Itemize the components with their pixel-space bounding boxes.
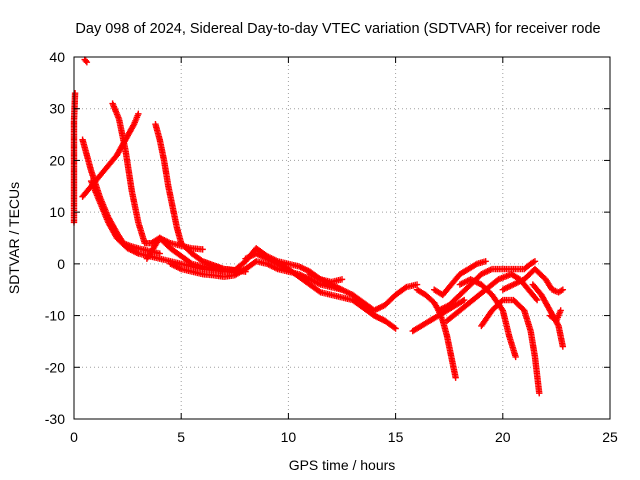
data-point	[135, 110, 142, 118]
x-axis-label: GPS time / hours	[289, 457, 396, 473]
y-tick-label: -30	[45, 411, 65, 427]
x-tick-label: 5	[177, 429, 185, 445]
series-arc-k	[242, 250, 389, 324]
data-point	[391, 324, 398, 331]
data-point	[71, 90, 79, 97]
data-point	[401, 284, 409, 292]
data-point	[482, 258, 489, 265]
y-tick-label: 40	[49, 49, 65, 65]
data-point	[558, 287, 565, 294]
data-point	[530, 258, 537, 266]
data-point	[199, 246, 206, 253]
data-point	[559, 286, 567, 293]
plot-frame	[73, 56, 611, 420]
series-arc-m	[360, 302, 399, 332]
y-tick-label: 30	[49, 101, 65, 117]
x-tick-label: 20	[495, 429, 511, 445]
data-point	[536, 389, 543, 397]
x-tick-label: 25	[602, 429, 618, 445]
x-tick-label: 0	[70, 429, 78, 445]
series-arc-n	[409, 296, 468, 335]
data-point	[472, 261, 479, 268]
series-arc-u	[499, 265, 567, 296]
data-point	[512, 353, 519, 361]
data-point	[559, 343, 567, 350]
y-tick-label: 20	[49, 152, 65, 168]
data-point	[533, 296, 541, 304]
chart-title: Day 098 of 2024, Sidereal Day-to-day VTE…	[75, 21, 600, 37]
y-tick-label: 0	[57, 256, 65, 272]
data-point	[316, 288, 323, 295]
y-tick-label: -10	[45, 308, 65, 324]
y-tick-label: -20	[45, 359, 65, 375]
series-arc-o	[413, 286, 459, 381]
data-point	[554, 321, 561, 328]
data-point	[187, 259, 194, 267]
series-arc-p	[430, 258, 489, 299]
grid	[74, 57, 610, 419]
series-arc-f	[109, 100, 206, 253]
x-tick-label: 10	[281, 429, 297, 445]
data-point	[557, 307, 564, 314]
series-arc-w	[546, 307, 564, 324]
data-point	[461, 296, 468, 304]
data-point	[82, 57, 89, 65]
series-arc-b	[81, 56, 91, 66]
y-tick-label: 10	[49, 204, 65, 220]
data-point	[452, 374, 459, 381]
data-point	[459, 297, 466, 305]
data-point	[83, 58, 91, 66]
x-tick-label: 15	[388, 429, 404, 445]
axis-ticks: 0 5 10 15 20 25 -30 -20 -10 0 10 20 30 40	[45, 49, 618, 445]
data-point	[531, 258, 539, 265]
data-point	[392, 325, 399, 332]
data-point	[338, 276, 346, 283]
data-point	[532, 295, 540, 302]
data-point	[498, 298, 505, 305]
series-arc-s	[456, 276, 519, 361]
data-points	[70, 56, 567, 397]
series-arc-t	[478, 296, 543, 397]
series-arc-a	[70, 90, 79, 226]
data-point	[498, 305, 506, 313]
y-axis-label: SDTVAR / TECUs	[6, 182, 22, 294]
series-arc-l	[306, 271, 421, 314]
